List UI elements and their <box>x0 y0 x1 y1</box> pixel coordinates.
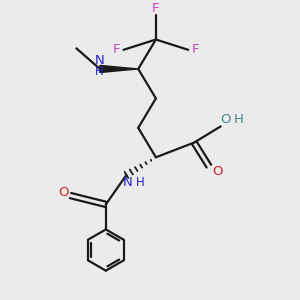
Text: O: O <box>221 113 231 126</box>
Text: F: F <box>192 43 200 56</box>
Text: H: H <box>234 113 244 126</box>
Polygon shape <box>100 65 138 73</box>
Text: O: O <box>212 165 222 178</box>
Text: N: N <box>123 176 133 189</box>
Text: H: H <box>136 176 144 189</box>
Text: H: H <box>95 65 104 78</box>
Text: N: N <box>94 54 104 67</box>
Text: O: O <box>58 185 68 199</box>
Text: F: F <box>152 2 160 15</box>
Text: F: F <box>112 43 120 56</box>
